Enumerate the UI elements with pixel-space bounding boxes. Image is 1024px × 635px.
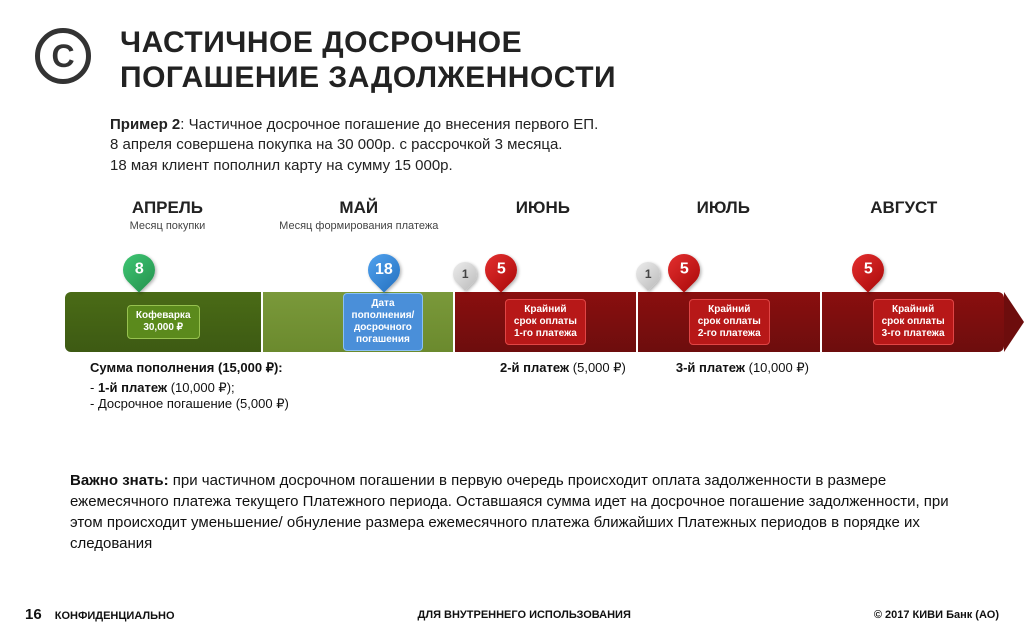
note-payment-3: 3-й платеж (10,000 ₽): [676, 360, 809, 376]
note-left: Сумма пополнения (15,000 ₽): 1-й платеж …: [90, 360, 420, 412]
segment-april: 8 Кофеварка 30,000 ₽: [65, 292, 261, 352]
pin-june-5: 5: [478, 247, 523, 292]
month-aug: АВГУСТ: [814, 198, 994, 232]
confidential-label: КОНФИДЕНЦИАЛЬНО: [55, 610, 175, 622]
intro-line-2: 8 апреля совершена покупка на 30 000р. с…: [110, 135, 984, 155]
example-label: Пример 2: [110, 116, 180, 133]
footer: 16 КОНФИДЕНЦИАЛЬНО ДЛЯ ВНУТРЕННЕГО ИСПОЛ…: [0, 606, 1024, 623]
important-note: Важно знать: при частичном досрочном пог…: [70, 470, 984, 554]
pin-may-18: 18: [362, 247, 407, 292]
pin-aug-5: 5: [846, 247, 891, 292]
month-april: АПРЕЛЬ Месяц покупки: [70, 198, 265, 232]
segment-aug: 5 Крайний срок оплаты 3-го платежа: [822, 292, 1004, 352]
intro-text: Пример 2: Частичное досрочное погашение …: [110, 115, 984, 176]
footer-right: © 2017 КИВИ Банк (АО): [874, 609, 999, 621]
footer-left: 16 КОНФИДЕНЦИАЛЬНО: [25, 606, 175, 623]
month-july: ИЮЛЬ: [633, 198, 813, 232]
box-purchase: Кофеварка 30,000 ₽: [127, 305, 200, 339]
segment-july: 1 5 Крайний срок оплаты 2-го платежа: [638, 292, 820, 352]
logo-circle: С: [35, 28, 91, 84]
arrow-end-icon: [1004, 292, 1024, 352]
months-header: АПРЕЛЬ Месяц покупки МАЙ Месяц формирова…: [70, 198, 994, 232]
timeline: 8 Кофеварка 30,000 ₽ 18 Дата пополнения/…: [65, 292, 1004, 352]
footer-center: ДЛЯ ВНУТРЕННЕГО ИСПОЛЬЗОВАНИЯ: [418, 609, 631, 621]
important-text: при частичном досрочном погашении в перв…: [70, 472, 949, 552]
month-june: ИЮНЬ: [453, 198, 633, 232]
pin-april-8: 8: [116, 247, 161, 292]
slide-title: ЧАСТИЧНОЕ ДОСРОЧНОЕ ПОГАШЕНИЕ ЗАДОЛЖЕННО…: [120, 26, 616, 95]
intro-line-3: 18 мая клиент пополнил карту на сумму 15…: [110, 156, 984, 176]
logo-letter: С: [51, 38, 74, 75]
important-label: Важно знать:: [70, 472, 169, 489]
box-deadline-2: Крайний срок оплаты 2-го платежа: [689, 299, 770, 345]
example-tail: : Частичное досрочное погашение до внесе…: [180, 116, 598, 133]
notes-row: Сумма пополнения (15,000 ₽): 1-й платеж …: [90, 360, 994, 412]
pin-june-1: 1: [448, 257, 482, 291]
segment-june: 1 5 Крайний срок оплаты 1-го платежа: [455, 292, 637, 352]
segment-may: 18 Дата пополнения/ досрочного погашения: [263, 292, 452, 352]
title-line-1: ЧАСТИЧНОЕ ДОСРОЧНОЕ: [120, 26, 616, 61]
month-may: МАЙ Месяц формирования платежа: [265, 198, 453, 232]
box-topup: Дата пополнения/ досрочного погашения: [343, 293, 424, 351]
box-deadline-1: Крайний срок оплаты 1-го платежа: [505, 299, 586, 345]
pin-july-5: 5: [662, 247, 707, 292]
note-payment-2: 2-й платеж (5,000 ₽): [500, 360, 626, 376]
note-right-group: 2-й платеж (5,000 ₽) 3-й платеж (10,000 …: [500, 360, 809, 376]
pin-july-1: 1: [631, 257, 665, 291]
title-line-2: ПОГАШЕНИЕ ЗАДОЛЖЕННОСТИ: [120, 61, 616, 96]
page-number: 16: [25, 606, 42, 623]
box-deadline-3: Крайний срок оплаты 3-го платежа: [873, 299, 954, 345]
